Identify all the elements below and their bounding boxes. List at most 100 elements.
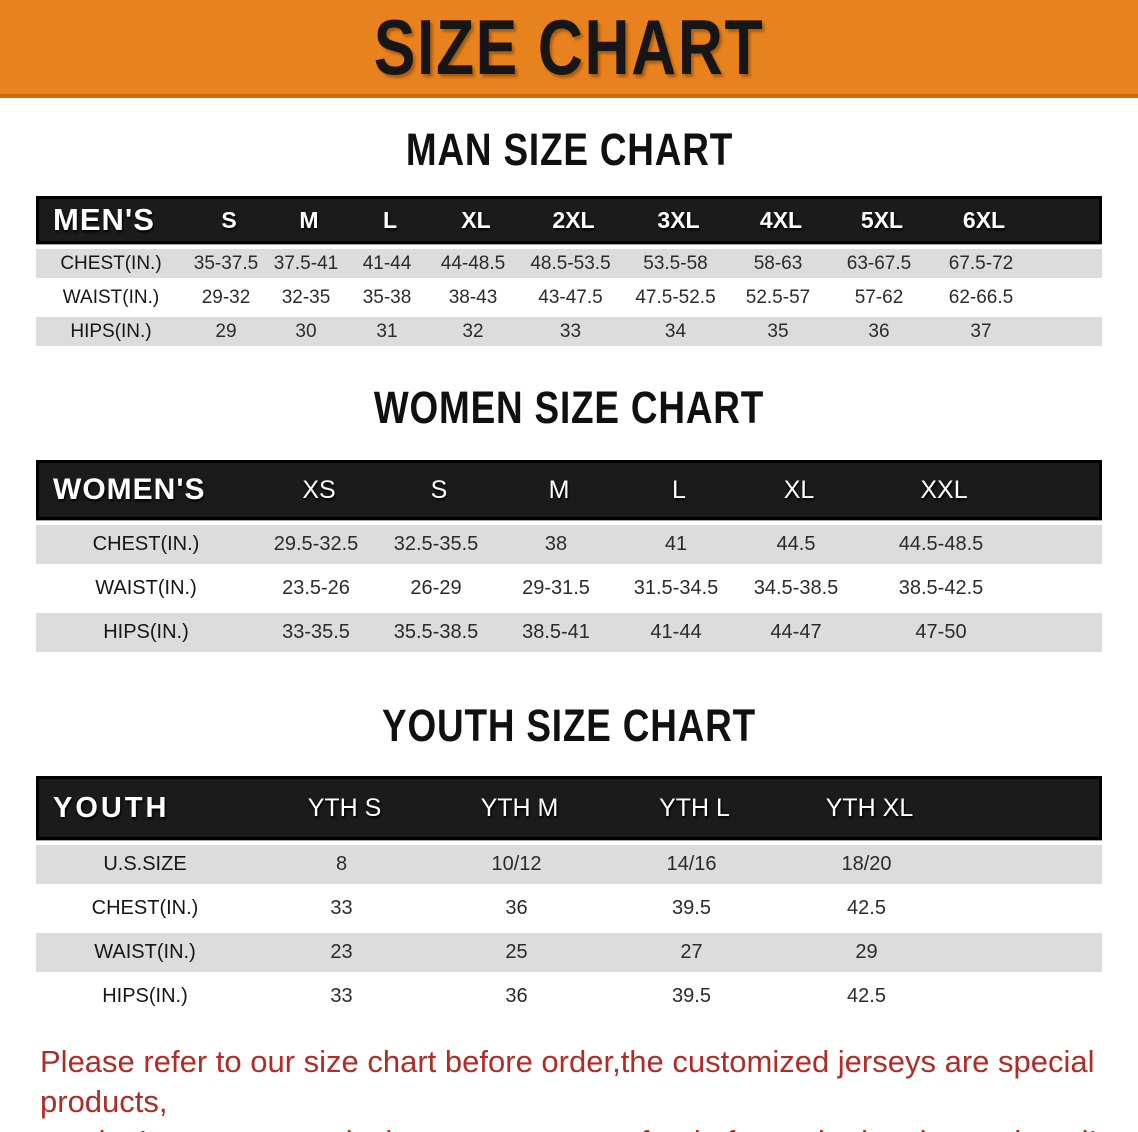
cell-value: 41-44 bbox=[650, 621, 702, 643]
row-label: WAIST(IN.) bbox=[95, 577, 197, 599]
cell-value: 47.5-52.5 bbox=[635, 286, 716, 308]
cell-value: 39.5 bbox=[672, 985, 711, 1007]
men-section-heading-text: MAN SIZE CHART bbox=[405, 124, 733, 175]
size-column-header: XXL bbox=[920, 475, 968, 504]
cell-value: 67.5-72 bbox=[948, 252, 1014, 274]
cell-value: 44-48.5 bbox=[440, 252, 506, 274]
cell-value: 39.5 bbox=[672, 897, 711, 919]
size-column-header: 3XL bbox=[657, 206, 700, 233]
women-table-corner-label: WOMEN'S bbox=[53, 473, 206, 506]
cell-value: 31.5-34.5 bbox=[633, 577, 719, 599]
cell-value: 33-35.5 bbox=[282, 621, 350, 643]
row-label: HIPS(IN.) bbox=[102, 985, 188, 1007]
cell-value: 35-38 bbox=[362, 286, 412, 308]
size-column-header: YTH S bbox=[307, 793, 382, 822]
size-column-header: XL bbox=[461, 206, 491, 233]
cell-value: 32.5-35.5 bbox=[393, 533, 479, 555]
cell-value: 47-50 bbox=[915, 621, 967, 643]
cell-value: 41-44 bbox=[362, 252, 412, 274]
youth-waist-row: WAIST(IN.) 23 25 27 29 bbox=[36, 933, 1102, 972]
cell-value: 33 bbox=[330, 985, 353, 1007]
cell-value: 41 bbox=[664, 533, 688, 555]
cell-value: 35 bbox=[767, 320, 789, 342]
banner-title: SIZE CHART bbox=[373, 3, 765, 91]
cell-value: 44-47 bbox=[770, 621, 822, 643]
women-section-heading: WOMEN SIZE CHART bbox=[0, 382, 1138, 434]
row-label: WAIST(IN.) bbox=[94, 941, 196, 963]
cell-value: 14/16 bbox=[666, 853, 717, 875]
cell-value: 36 bbox=[868, 320, 890, 342]
youth-hips-row: HIPS(IN.) 33 36 39.5 42.5 bbox=[36, 977, 1102, 1016]
cell-value: 36 bbox=[505, 897, 528, 919]
men-section-heading: MAN SIZE CHART bbox=[0, 124, 1138, 176]
row-label: CHEST(IN.) bbox=[91, 897, 199, 919]
cell-value: 53.5-58 bbox=[643, 252, 708, 274]
cell-value: 29.5-32.5 bbox=[273, 533, 359, 555]
cell-value: 38.5-41 bbox=[522, 621, 590, 643]
cell-value: 33 bbox=[330, 897, 353, 919]
cell-value: 35.5-38.5 bbox=[393, 621, 479, 643]
men-waist-row: WAIST(IN.) 29-32 32-35 35-38 38-43 43-47… bbox=[36, 283, 1102, 312]
row-label: U.S.SIZE bbox=[103, 853, 187, 875]
cell-value: 52.5-57 bbox=[745, 286, 811, 308]
youth-ussize-row: U.S.SIZE 8 10/12 14/16 18/20 bbox=[36, 845, 1102, 884]
cell-value: 48.5-53.5 bbox=[530, 252, 611, 274]
cell-value: 35-37.5 bbox=[193, 252, 259, 274]
size-column-header: L bbox=[672, 475, 686, 504]
cell-value: 29-32 bbox=[201, 286, 251, 308]
women-table-header-row: WOMEN'S XS S M L XL XXL bbox=[36, 460, 1102, 520]
size-column-header: YTH L bbox=[659, 793, 730, 822]
size-column-header: XL bbox=[783, 475, 815, 504]
row-label: CHEST(IN.) bbox=[60, 252, 162, 274]
cell-value: 23.5-26 bbox=[282, 577, 350, 599]
size-column-header: 6XL bbox=[962, 206, 1006, 233]
cell-value: 37.5-41 bbox=[273, 252, 339, 274]
size-column-header: S bbox=[430, 475, 448, 504]
size-column-header: YTH M bbox=[480, 793, 559, 822]
size-column-header: L bbox=[382, 206, 398, 233]
men-chest-row: CHEST(IN.) 35-37.5 37.5-41 41-44 44-48.5… bbox=[36, 249, 1102, 278]
size-column-header: M bbox=[299, 206, 319, 233]
men-hips-row: HIPS(IN.) 29 30 31 32 33 34 35 36 37 bbox=[36, 317, 1102, 346]
disclaimer-line-2: we don't accept cancel, change, teturn o… bbox=[40, 1122, 1138, 1132]
cell-value: 38-43 bbox=[448, 286, 498, 308]
cell-value: 27 bbox=[680, 941, 703, 963]
cell-value: 18/20 bbox=[841, 853, 892, 875]
size-column-header: M bbox=[548, 475, 570, 504]
cell-value: 36 bbox=[505, 985, 528, 1007]
cell-value: 31 bbox=[376, 320, 398, 342]
row-label: WAIST(IN.) bbox=[62, 286, 160, 308]
cell-value: 30 bbox=[295, 320, 317, 342]
cell-value: 57-62 bbox=[854, 286, 904, 308]
women-size-table: WOMEN'S XS S M L XL XXL CHEST(IN.) 29.5-… bbox=[36, 460, 1102, 652]
cell-value: 29-31.5 bbox=[522, 577, 590, 599]
cell-value: 37 bbox=[970, 320, 992, 342]
cell-value: 25 bbox=[505, 941, 528, 963]
row-label: HIPS(IN.) bbox=[70, 320, 152, 342]
cell-value: 34.5-38.5 bbox=[753, 577, 839, 599]
cell-value: 62-66.5 bbox=[948, 286, 1014, 308]
banner: SIZE CHART bbox=[0, 0, 1138, 98]
row-label: CHEST(IN.) bbox=[92, 533, 200, 555]
cell-value: 26-29 bbox=[410, 577, 462, 599]
disclaimer-line-1: Please refer to our size chart before or… bbox=[40, 1044, 1095, 1119]
women-section-heading-text: WOMEN SIZE CHART bbox=[373, 382, 765, 433]
size-column-header: 4XL bbox=[759, 206, 803, 233]
cell-value: 8 bbox=[335, 853, 348, 875]
cell-value: 10/12 bbox=[491, 853, 542, 875]
cell-value: 29 bbox=[855, 941, 878, 963]
youth-table-corner-label: YOUTH bbox=[53, 791, 170, 824]
cell-value: 44.5 bbox=[776, 533, 816, 555]
cell-value: 34 bbox=[664, 320, 687, 342]
cell-value: 38.5-42.5 bbox=[898, 577, 984, 599]
men-table-header-row: MEN'S S M L XL 2XL 3XL 4XL 5XL 6XL bbox=[36, 196, 1102, 244]
cell-value: 38 bbox=[544, 533, 568, 555]
cell-value: 42.5 bbox=[847, 897, 886, 919]
size-column-header: YTH XL bbox=[825, 793, 914, 822]
women-waist-row: WAIST(IN.) 23.5-26 26-29 29-31.5 31.5-34… bbox=[36, 569, 1102, 608]
youth-section-heading-text: YOUTH SIZE CHART bbox=[382, 700, 756, 751]
size-column-header: XS bbox=[302, 475, 336, 504]
women-chest-row: CHEST(IN.) 29.5-32.5 32.5-35.5 38 41 44.… bbox=[36, 525, 1102, 564]
cell-value: 42.5 bbox=[847, 985, 886, 1007]
